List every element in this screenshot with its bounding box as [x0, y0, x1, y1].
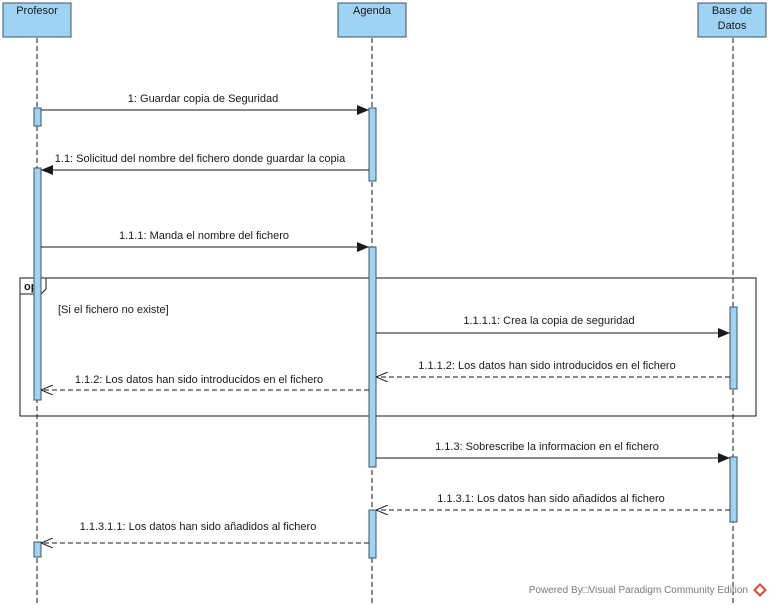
visual-paradigm-logo-icon: [753, 583, 767, 597]
lifeline-agenda-title: Agenda: [353, 5, 392, 17]
message-1-1-1-label: 1.1.1: Manda el nombre del fichero: [119, 230, 289, 242]
message-1-1-1-1-label: 1.1.1.1: Crea la copia de seguridad: [463, 315, 634, 327]
opt-fragment-frame[interactable]: [19, 277, 757, 417]
lifeline-profesor-title: Profesor: [16, 5, 58, 17]
activation-bd-1: [729, 306, 738, 390]
message-1-1-1[interactable]: 1.1.1: Manda el nombre del fichero: [41, 230, 369, 252]
message-1-1[interactable]: 1.1: Solicitud del nombre del fichero do…: [41, 153, 369, 175]
lifeline-agenda-box[interactable]: [337, 2, 407, 38]
opt-fragment[interactable]: opt [Si el fichero no existe]: [19, 277, 757, 417]
message-1-label: 1: Guardar copia de Seguridad: [128, 93, 278, 105]
lifeline-bd-title-line1: Base de: [712, 5, 752, 17]
lifeline-bd[interactable]: Base de Datos: [697, 2, 767, 38]
message-1-1-2-label: 1.1.2: Los datos han sido introducidos e…: [75, 374, 323, 386]
activation-agenda-1: [368, 107, 377, 182]
activation-profesor-1: [33, 107, 42, 127]
message-1-1-3[interactable]: 1.1.3: Sobrescribe la informacion en el …: [376, 441, 730, 463]
message-1-1-3-1-1-label: 1.1.3.1.1: Los datos han sido añadidos a…: [80, 521, 317, 533]
message-1[interactable]: 1: Guardar copia de Seguridad: [41, 93, 369, 115]
message-1-1-3-1[interactable]: 1.1.3.1: Los datos han sido añadidos al …: [376, 493, 730, 510]
message-1-1-3-1-1[interactable]: 1.1.3.1.1: Los datos han sido añadidos a…: [41, 521, 369, 543]
watermark-text: Powered By□Visual Paradigm Community Edi…: [529, 585, 748, 596]
message-1-1-1-2[interactable]: 1.1.1.2: Los datos han sido introducidos…: [376, 360, 730, 377]
messages: 1: Guardar copia de Seguridad 1.1: Solic…: [41, 93, 730, 543]
message-1-1-3-label: 1.1.3: Sobrescribe la informacion en el …: [435, 441, 659, 453]
lifeline-bd-box[interactable]: [697, 2, 767, 38]
activation-profesor-2: [33, 167, 42, 401]
lifeline-profesor[interactable]: Profesor: [2, 2, 72, 38]
activation-agenda-2: [368, 246, 377, 468]
message-1-1-1-1[interactable]: 1.1.1.1: Crea la copia de seguridad: [376, 315, 730, 338]
activation-bars: [33, 107, 738, 559]
message-1-1-2[interactable]: 1.1.2: Los datos han sido introducidos e…: [41, 374, 369, 390]
opt-fragment-guard: [Si el fichero no existe]: [58, 304, 169, 316]
activation-profesor-3: [33, 541, 42, 558]
message-1-1-label: 1.1: Solicitud del nombre del fichero do…: [55, 153, 346, 165]
watermark: Powered By□Visual Paradigm Community Edi…: [529, 583, 767, 597]
activation-agenda-3: [368, 509, 377, 559]
lifeline-profesor-box[interactable]: [2, 2, 72, 38]
lifeline-agenda[interactable]: Agenda: [337, 2, 407, 38]
message-1-1-1-2-label: 1.1.1.2: Los datos han sido introducidos…: [418, 360, 675, 372]
lifeline-bd-title-line2: Datos: [718, 20, 747, 32]
message-1-1-3-1-label: 1.1.3.1: Los datos han sido añadidos al …: [437, 493, 665, 505]
activation-bd-2: [729, 456, 738, 523]
